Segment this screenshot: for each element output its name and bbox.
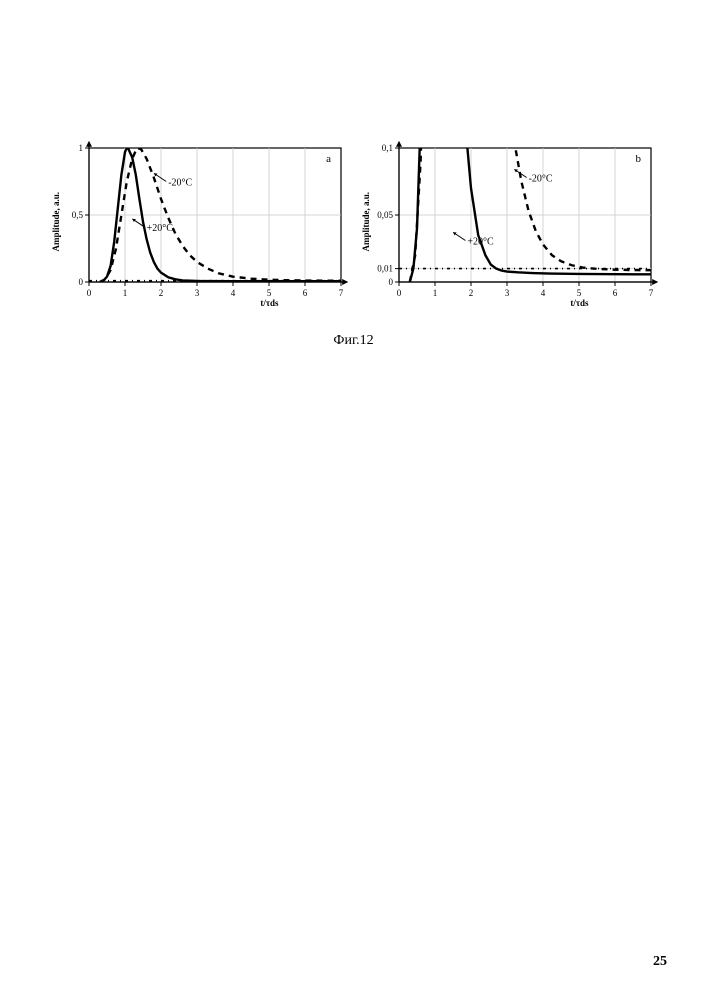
svg-text:1: 1 xyxy=(78,143,83,153)
page: 0 1 2 3 4 5 6 7 0 0,5 1 t/τds Amplitude, a.u. a -20°C +… xyxy=(0,0,707,1000)
annotation-label: -20°C xyxy=(528,174,552,185)
svg-text:0,01: 0,01 xyxy=(377,264,393,274)
charts-row: 0 1 2 3 4 5 6 7 0 0,5 1 t/τds Amplitude, a.u. a -20°C +… xyxy=(30,140,677,315)
svg-text:6: 6 xyxy=(302,288,307,298)
page-number: 25 xyxy=(653,954,667,970)
svg-text:2: 2 xyxy=(158,288,163,298)
svg-text:7: 7 xyxy=(648,288,653,298)
x-axis-label: t/τds xyxy=(570,298,589,308)
svg-text:5: 5 xyxy=(576,288,581,298)
svg-text:4: 4 xyxy=(540,288,545,298)
panel-label: b xyxy=(635,153,641,165)
svg-text:0,05: 0,05 xyxy=(377,210,393,220)
svg-text:2: 2 xyxy=(468,288,473,298)
svg-text:0,5: 0,5 xyxy=(71,210,83,220)
svg-text:1: 1 xyxy=(432,288,437,298)
chart-svg: 0 1 2 3 4 5 6 7 0 0,5 1 t/τds Amplitude, a.u. a -20°C +… xyxy=(49,140,349,310)
y-axis-label: Amplitude, a.u. xyxy=(51,192,61,252)
figure-caption: Фиг.12 xyxy=(30,333,677,349)
svg-text:5: 5 xyxy=(266,288,271,298)
svg-text:0,1: 0,1 xyxy=(381,143,392,153)
svg-text:0: 0 xyxy=(78,277,83,287)
svg-text:4: 4 xyxy=(230,288,235,298)
svg-text:6: 6 xyxy=(612,288,617,298)
svg-text:3: 3 xyxy=(194,288,199,298)
panel-label: a xyxy=(326,153,331,165)
svg-text:0: 0 xyxy=(396,288,401,298)
annotation-label: +20°C xyxy=(146,223,173,234)
annotation-label: +20°C xyxy=(467,236,494,247)
svg-text:3: 3 xyxy=(504,288,509,298)
svg-text:0: 0 xyxy=(388,277,393,287)
chart-b: 0 1 2 3 4 5 6 7 0 0,01 0,05 0,1 t/τds Amplitude, a.u.… xyxy=(359,140,659,315)
svg-text:0: 0 xyxy=(86,288,91,298)
svg-text:1: 1 xyxy=(122,288,127,298)
chart-svg: 0 1 2 3 4 5 6 7 0 0,01 0,05 0,1 t/τds Amplitude, a.u.… xyxy=(359,140,659,310)
annotation-label: -20°C xyxy=(168,178,192,189)
svg-text:7: 7 xyxy=(338,288,343,298)
x-axis-label: t/τds xyxy=(260,298,279,308)
y-axis-label: Amplitude, a.u. xyxy=(361,192,371,252)
chart-a: 0 1 2 3 4 5 6 7 0 0,5 1 t/τds Amplitude, a.u. a -20°C +… xyxy=(49,140,349,315)
